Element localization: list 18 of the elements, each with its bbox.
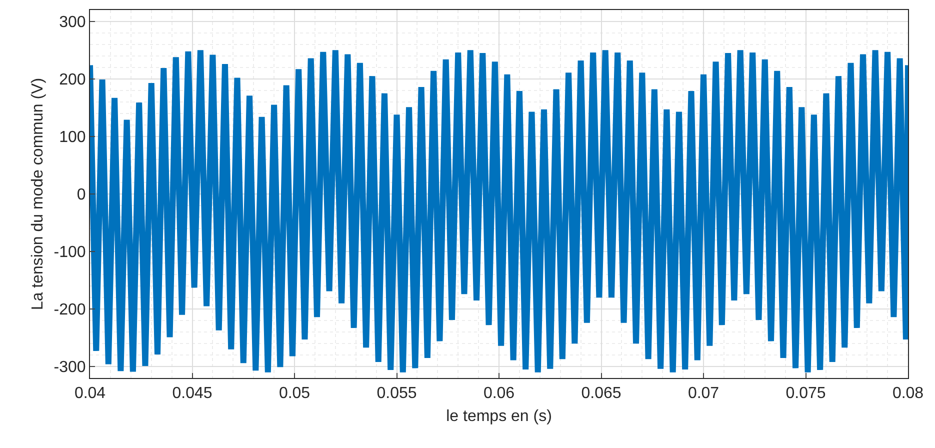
y-tick-label: 0	[76, 186, 86, 204]
y-tick-label: 300	[59, 14, 86, 32]
y-axis-title: La tension du mode commun (V)	[30, 78, 47, 310]
x-tick-label: 0.045	[172, 385, 212, 402]
x-axis-title: le temps en (s)	[446, 408, 552, 425]
x-tick-label: 0.05	[278, 385, 310, 402]
x-tick-label: 0.07	[688, 385, 720, 402]
x-tick-label: 0.065	[581, 385, 622, 402]
y-tick-label: 200	[59, 72, 86, 89]
x-tick-label: 0.06	[483, 385, 515, 402]
x-tick-label: 0.075	[786, 385, 826, 402]
y-tick-label: -300	[54, 359, 86, 376]
y-tick-label: -100	[54, 244, 86, 262]
x-tick-label: 0.08	[892, 385, 924, 402]
x-tick-label: 0.04	[74, 385, 106, 402]
x-tick-label: 0.055	[376, 385, 417, 402]
y-tick-label: -200	[54, 302, 86, 319]
y-tick-label: 100	[59, 129, 86, 146]
